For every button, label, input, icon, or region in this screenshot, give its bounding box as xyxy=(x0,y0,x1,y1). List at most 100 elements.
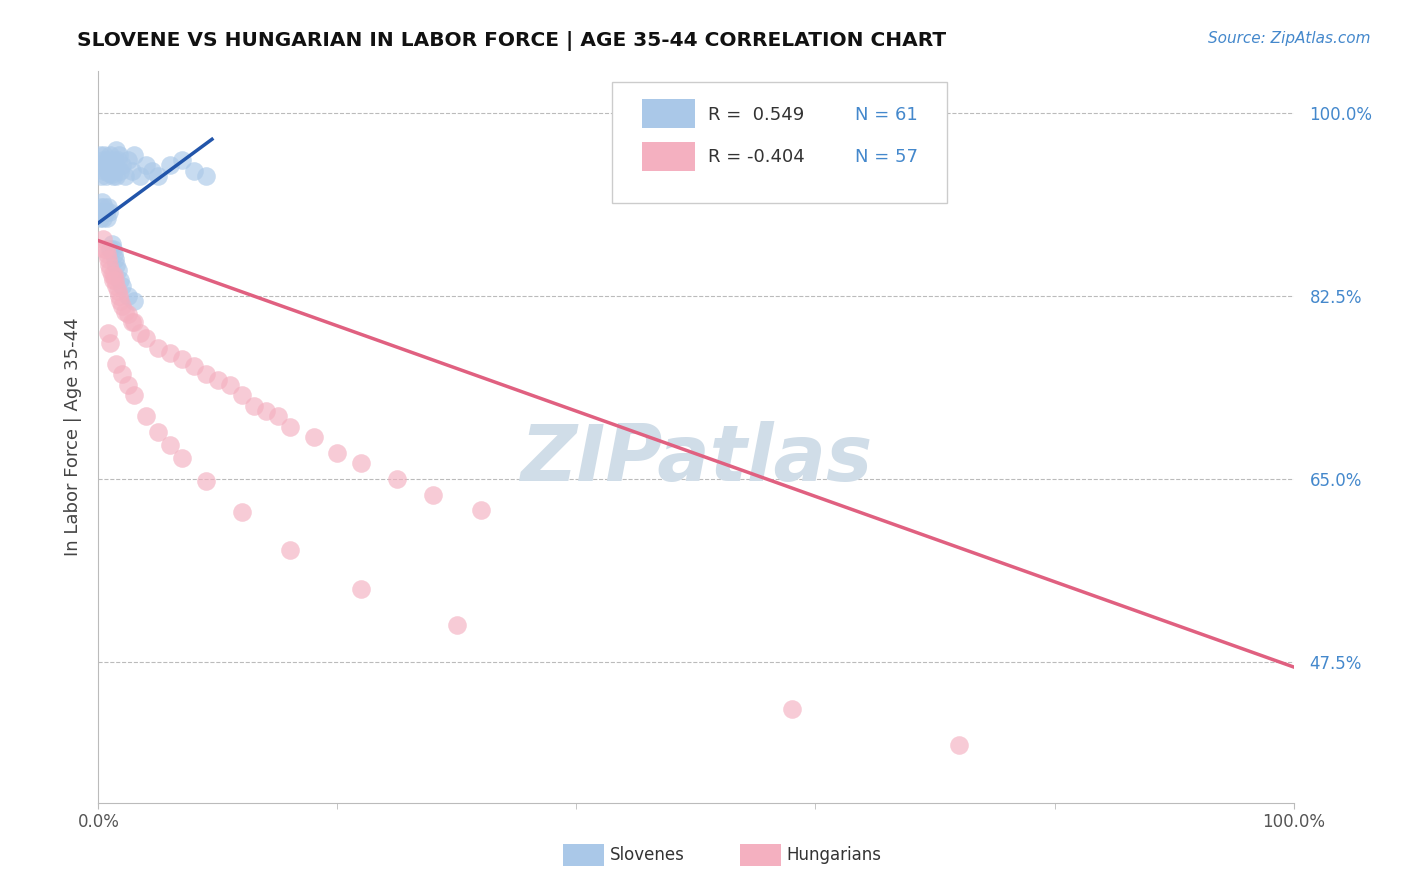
Point xyxy=(117,289,139,303)
Point xyxy=(948,739,970,753)
Text: R =  0.549: R = 0.549 xyxy=(709,105,804,123)
Point xyxy=(124,315,146,329)
Point xyxy=(91,153,114,168)
FancyBboxPatch shape xyxy=(740,844,780,866)
Point xyxy=(91,194,114,209)
Point xyxy=(108,294,131,309)
Point xyxy=(111,368,134,382)
Point xyxy=(104,158,127,172)
Point xyxy=(148,425,170,439)
Point xyxy=(93,163,115,178)
Point xyxy=(117,153,139,168)
Point xyxy=(135,158,157,172)
Point xyxy=(129,326,152,340)
Point xyxy=(93,148,115,162)
Point xyxy=(94,169,117,183)
Point xyxy=(101,161,124,175)
Point xyxy=(159,438,181,452)
Point xyxy=(219,377,242,392)
Point xyxy=(159,346,181,360)
Point xyxy=(98,258,121,272)
Point xyxy=(231,388,253,402)
Point xyxy=(98,242,122,256)
Point xyxy=(326,446,349,460)
FancyBboxPatch shape xyxy=(613,82,948,203)
Point xyxy=(101,169,124,183)
Point xyxy=(98,148,122,162)
Point xyxy=(97,156,120,170)
Point xyxy=(98,166,121,180)
Point xyxy=(148,341,170,355)
Point xyxy=(105,169,128,183)
Point xyxy=(105,143,128,157)
Point xyxy=(111,278,134,293)
Point xyxy=(96,247,118,261)
Point xyxy=(104,252,127,267)
Point xyxy=(385,472,409,486)
Point xyxy=(107,289,129,303)
FancyBboxPatch shape xyxy=(643,142,695,171)
Point xyxy=(91,158,114,172)
Point xyxy=(98,263,122,277)
Text: N = 57: N = 57 xyxy=(855,148,918,166)
Point xyxy=(111,300,134,314)
Point xyxy=(93,242,115,256)
Point xyxy=(105,357,128,371)
Point xyxy=(100,167,122,181)
Point xyxy=(159,158,181,172)
Point xyxy=(101,273,124,287)
Y-axis label: In Labor Force | Age 35-44: In Labor Force | Age 35-44 xyxy=(63,318,82,557)
Text: Source: ZipAtlas.com: Source: ZipAtlas.com xyxy=(1208,31,1371,46)
Point xyxy=(103,153,125,168)
Point xyxy=(100,236,122,251)
Point xyxy=(172,450,194,465)
Point xyxy=(91,231,114,245)
Point xyxy=(124,148,146,162)
Point xyxy=(89,211,111,225)
Point xyxy=(278,419,301,434)
Point xyxy=(207,373,229,387)
Point xyxy=(135,409,157,424)
Point xyxy=(98,336,122,351)
Point xyxy=(96,158,118,172)
Point xyxy=(350,582,373,596)
Point xyxy=(94,242,117,256)
Point xyxy=(105,278,128,293)
Point xyxy=(107,263,129,277)
Text: N = 61: N = 61 xyxy=(855,105,918,123)
Text: Hungarians: Hungarians xyxy=(787,846,882,863)
Point xyxy=(278,543,301,558)
Point xyxy=(94,205,117,219)
Point xyxy=(148,169,170,183)
Text: R = -0.404: R = -0.404 xyxy=(709,148,804,166)
Point xyxy=(195,368,218,382)
Point xyxy=(93,200,115,214)
Text: ZIPatlas: ZIPatlas xyxy=(520,421,872,497)
Point xyxy=(111,158,134,172)
Point xyxy=(172,153,194,168)
Point xyxy=(114,304,136,318)
Point xyxy=(96,153,118,168)
Point xyxy=(91,211,114,225)
Point xyxy=(117,307,139,321)
Point xyxy=(103,268,125,282)
FancyBboxPatch shape xyxy=(643,99,695,128)
Point xyxy=(231,505,253,519)
Point xyxy=(90,200,112,214)
Point xyxy=(96,211,118,225)
Point xyxy=(89,148,111,162)
Point xyxy=(141,163,163,178)
Point xyxy=(100,268,122,282)
Point xyxy=(350,456,373,470)
Point xyxy=(104,273,127,287)
Point xyxy=(129,169,152,183)
Point xyxy=(97,200,120,214)
FancyBboxPatch shape xyxy=(564,844,605,866)
Point xyxy=(107,148,129,162)
Point xyxy=(243,399,266,413)
Point xyxy=(183,163,205,178)
Point xyxy=(108,163,131,178)
Point xyxy=(103,163,125,178)
Point xyxy=(117,377,139,392)
Point xyxy=(114,169,136,183)
